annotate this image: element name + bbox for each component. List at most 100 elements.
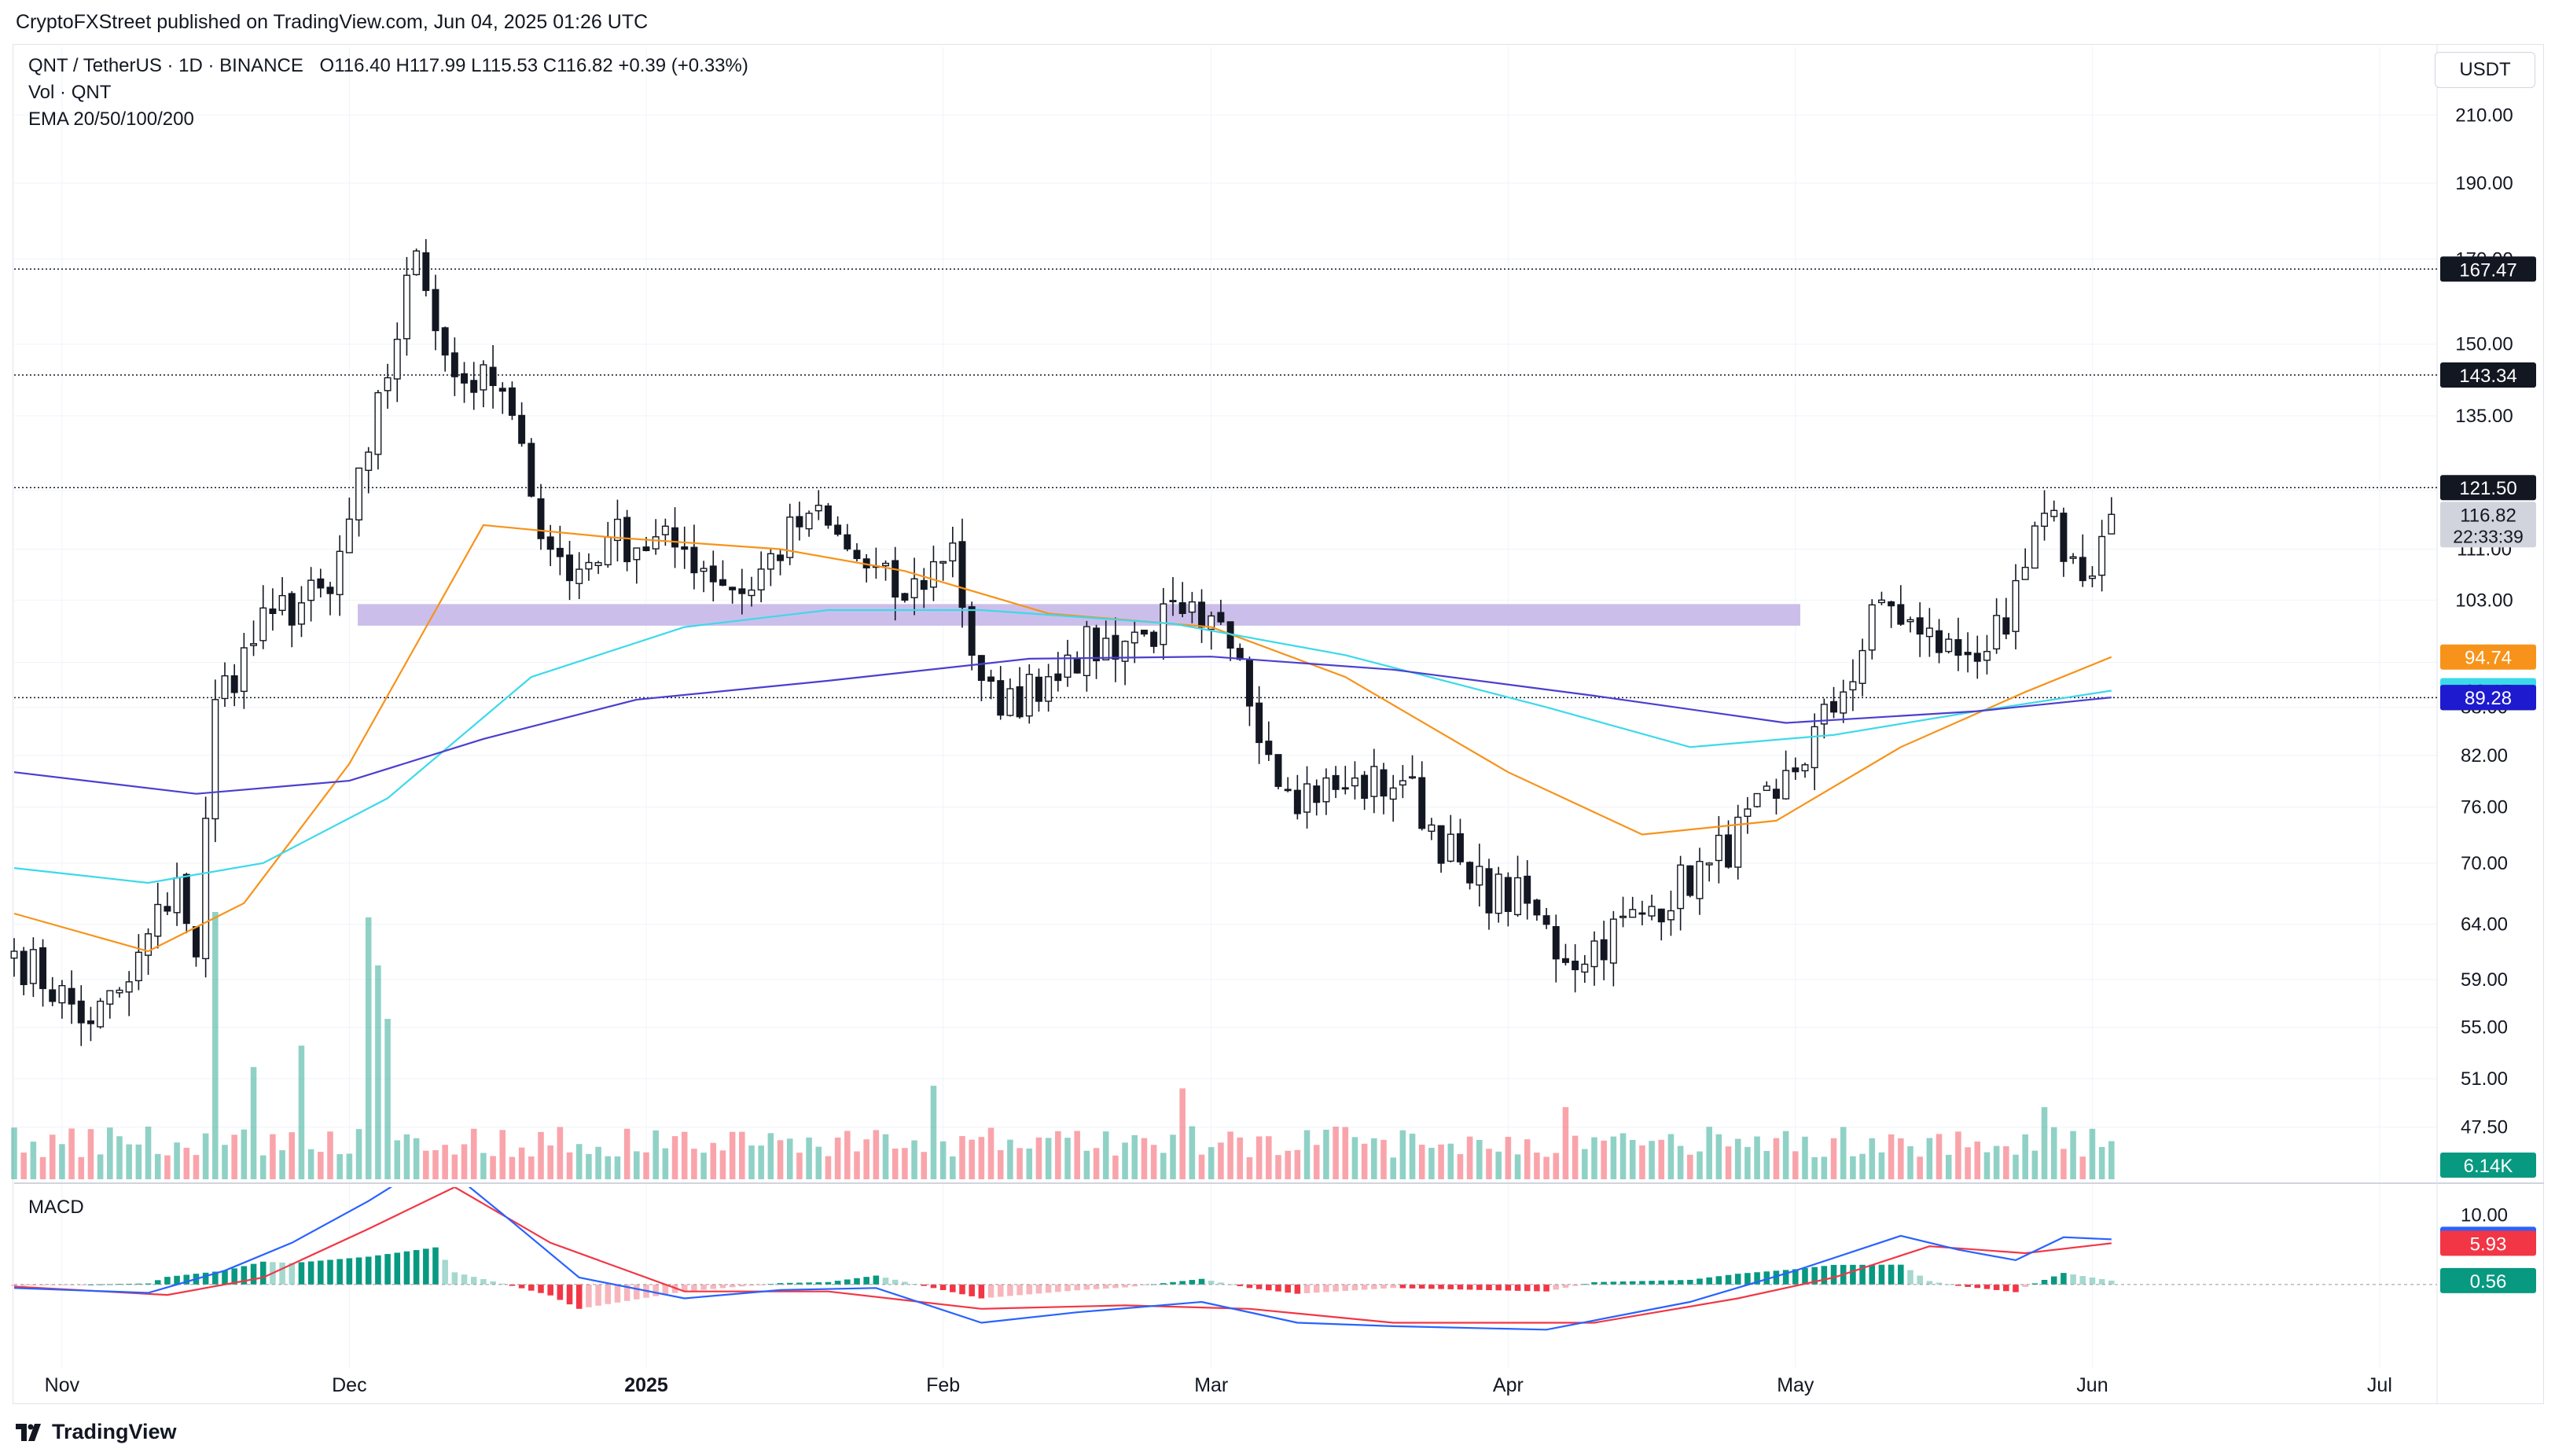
candle-down [498, 388, 506, 392]
candle-up [2050, 509, 2058, 517]
macd-histogram-bar [614, 1284, 621, 1303]
candle-up [58, 985, 66, 1004]
volume-bar [1428, 1147, 1435, 1179]
candle-up [652, 536, 660, 550]
price-badge-bg [2440, 685, 2536, 711]
candle-up [929, 561, 937, 588]
time-axis-label: Dec [332, 1374, 366, 1396]
volume-bar [1457, 1154, 1464, 1179]
candle-up [1121, 641, 1129, 662]
volume-bar [978, 1137, 985, 1179]
macd-histogram-bar [365, 1256, 372, 1285]
volume-bar [2022, 1134, 2028, 1179]
macd-histogram-bar [2061, 1273, 2067, 1285]
candle-up [805, 513, 813, 530]
candle-up [2088, 575, 2096, 579]
volume-bar [1505, 1137, 1512, 1179]
volume-bar [729, 1131, 736, 1179]
candle-down [546, 536, 554, 550]
macd-histogram-bar [346, 1258, 353, 1285]
macd-histogram-bar [1888, 1264, 1895, 1285]
candle-up [613, 518, 621, 542]
candle-up [1476, 866, 1483, 886]
candle-up [1169, 600, 1177, 603]
currency-button[interactable]: USDT [2435, 52, 2535, 88]
volume-bar [1725, 1146, 1732, 1179]
volume-bar [1859, 1153, 1866, 1179]
macd-histogram-bar [1898, 1264, 1904, 1285]
macd-histogram-bar [987, 1284, 994, 1298]
price-badge: 89.28 [2465, 688, 2512, 709]
macd-histogram-bar [1974, 1284, 1981, 1289]
candle-down [450, 352, 458, 377]
macd-histogram-bar [499, 1283, 506, 1285]
macd-histogram-bar [1064, 1284, 1071, 1292]
macd-histogram-bar [1639, 1281, 1645, 1285]
candle-up [1782, 770, 1790, 800]
volume-bar [806, 1137, 812, 1179]
candle-up [145, 933, 153, 956]
symbol-legend[interactable]: QNT / TetherUS · 1D · BINANCE O116.40 H1… [28, 55, 748, 77]
macd-histogram-bar [2031, 1283, 2038, 1285]
candle-up [1734, 816, 1742, 868]
volume-bar [59, 1144, 65, 1179]
candle-down [844, 534, 851, 550]
macd-histogram-bar [2050, 1276, 2057, 1285]
candle-up [1820, 704, 1828, 725]
macd-histogram-bar [1591, 1281, 1597, 1285]
macd-legend[interactable]: MACD [28, 1197, 84, 1218]
volume-bar [78, 1156, 85, 1179]
candle-up [1064, 654, 1072, 678]
macd-histogram-bar [413, 1250, 420, 1285]
candle-up [1025, 674, 1033, 717]
price-tick-label: 64.00 [2461, 914, 2508, 935]
candle-up [2108, 513, 2116, 535]
volume-bar [969, 1139, 975, 1179]
volume-bar [365, 917, 372, 1179]
macd-histogram-bar [509, 1284, 516, 1286]
volume-bar [1323, 1129, 1329, 1179]
volume-bar [164, 1155, 171, 1179]
macd-histogram-bar [1687, 1279, 1693, 1285]
macd-histogram-bar [1457, 1284, 1464, 1290]
volume-bar [1993, 1145, 2000, 1179]
candle-up [1619, 915, 1627, 918]
candle-up [786, 517, 794, 558]
macd-histogram-bar [1811, 1267, 1818, 1285]
volume-bar [767, 1133, 774, 1179]
candle-down [1686, 865, 1694, 896]
candle-down [1533, 899, 1541, 916]
macd-histogram-bar [1562, 1284, 1569, 1288]
macd-histogram-bar [212, 1271, 219, 1285]
candle-down [834, 524, 842, 535]
volume-bar [1821, 1156, 1828, 1179]
candle-down [518, 414, 526, 444]
volume-bar [739, 1131, 745, 1179]
macd-histogram-bar [355, 1257, 362, 1285]
ema-legend[interactable]: EMA 20/50/100/200 [28, 108, 194, 130]
candle-up [1208, 615, 1215, 631]
volume-bar [355, 1129, 362, 1179]
volume-bar [1112, 1155, 1119, 1179]
volume-bar [1275, 1155, 1281, 1179]
macd-histogram-bar [1399, 1284, 1406, 1289]
macd-histogram-bar [423, 1248, 429, 1285]
candle-down [326, 586, 334, 594]
candle-down [1524, 875, 1531, 904]
volume-bar [116, 1136, 123, 1179]
tradingview-brand[interactable]: TradingView [16, 1420, 177, 1444]
volume-bar [259, 1155, 267, 1179]
candle-up [2012, 579, 2020, 632]
macd-histogram-bar [1734, 1274, 1741, 1285]
candle-up [134, 951, 142, 982]
candle-up [106, 990, 114, 1005]
volume-bar [1782, 1131, 1789, 1179]
volume-bar [499, 1130, 506, 1179]
volume-legend[interactable]: Vol · QNT [28, 82, 112, 103]
macd-histogram-bar [154, 1280, 161, 1285]
macd-histogram-bar [1572, 1284, 1579, 1286]
volume-bar [911, 1140, 917, 1179]
candle-up [2069, 556, 2077, 559]
volume-bar [634, 1151, 640, 1179]
